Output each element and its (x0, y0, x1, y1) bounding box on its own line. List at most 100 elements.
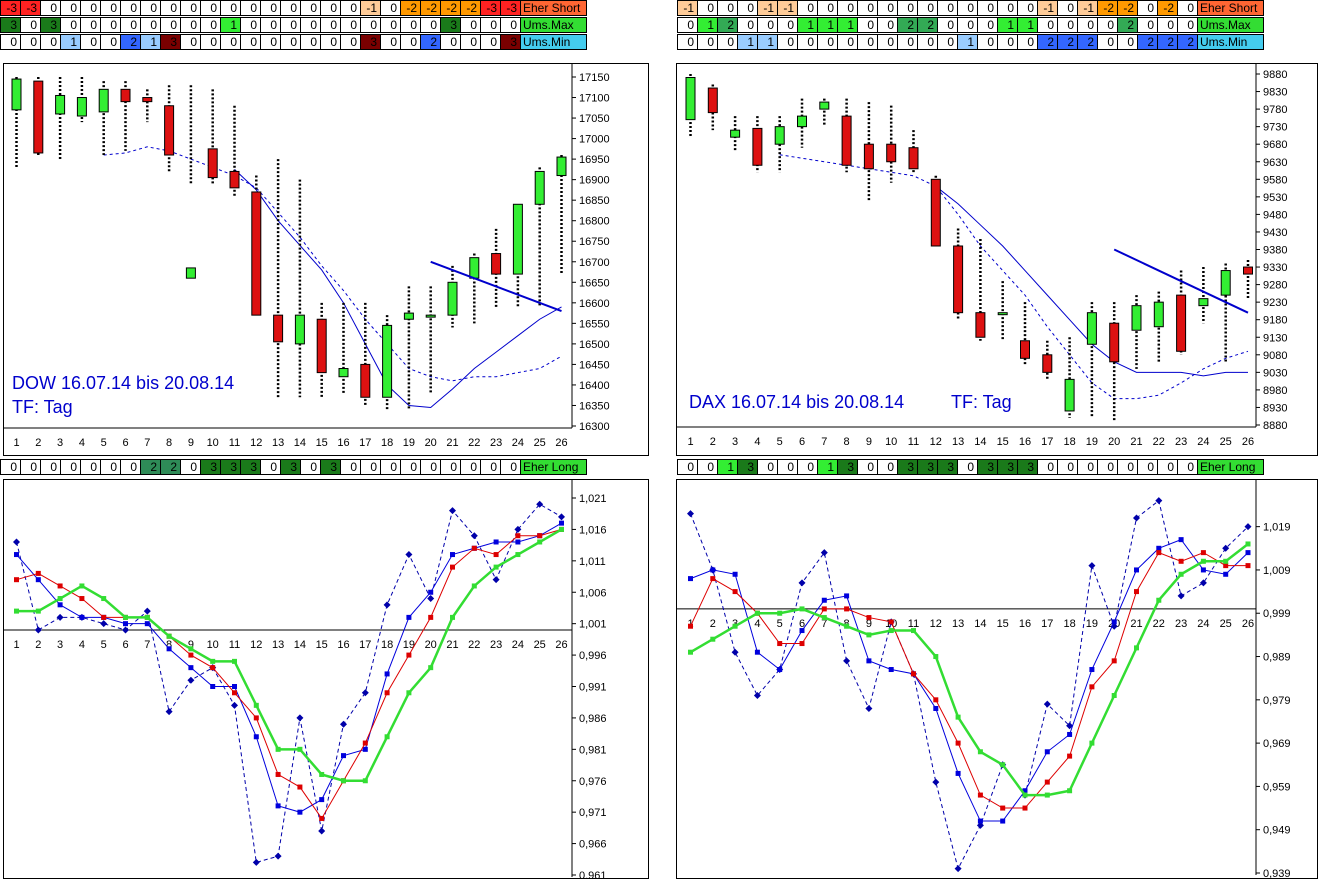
y-tick-label: 16650 (579, 277, 610, 289)
data-point (274, 852, 282, 860)
data-point (977, 792, 983, 798)
candle-body (863, 143, 874, 170)
x-tick-label: 8 (166, 437, 172, 449)
data-point (471, 545, 477, 551)
x-tick-label: 8 (166, 639, 172, 651)
grid-cell: 0 (857, 17, 878, 33)
y-tick-label: 9330 (1263, 262, 1287, 274)
data-point (56, 613, 64, 621)
grid-cell: 0 (1097, 34, 1118, 50)
data-point (753, 691, 761, 699)
grid-row-label: Eher Short (520, 0, 587, 16)
grid-cell: 0 (817, 34, 838, 50)
grid-cell: 0 (80, 17, 101, 33)
grid-cell: 0 (200, 17, 221, 33)
data-point (821, 615, 827, 621)
grid-cell: 0 (160, 0, 181, 16)
grid-cell: -2 (400, 0, 421, 16)
candle-body (360, 363, 371, 398)
y-tick-label: 0,939 (1263, 868, 1291, 878)
candle-body (382, 324, 393, 398)
data-point (911, 671, 916, 677)
grid-cell: 0 (757, 459, 778, 475)
grid-cell: 0 (697, 34, 718, 50)
grid-cell: 0 (717, 34, 738, 50)
data-point (1110, 622, 1118, 630)
data-point (318, 827, 326, 835)
y-tick-label: 1,009 (1263, 565, 1291, 577)
data-point (688, 649, 693, 655)
x-tick-label: 18 (1063, 618, 1075, 630)
grid-cell: 3 (320, 459, 341, 475)
dow-signal-grid-top: -3 -3 0 0 0 0 0 0 0 0 0 0 0 0 0 0 0 0 -1 0 -2 -2 -2 -2 -3 -3 Eher … (0, 0, 587, 51)
x-tick-label: 15 (316, 437, 328, 449)
y-tick-label: 0,966 (579, 839, 607, 851)
data-point (1067, 788, 1073, 794)
y-tick-label: 0,959 (1263, 781, 1291, 793)
y-tick-label: 9630 (1263, 157, 1287, 169)
x-tick-label: 13 (272, 639, 284, 651)
grid-cell: 0 (977, 0, 998, 16)
data-point (1223, 558, 1229, 564)
data-point (210, 658, 216, 664)
y-tick-label: 0,961 (579, 870, 607, 878)
grid-cell: 0 (100, 459, 121, 475)
grid-cell: 0 (220, 34, 241, 50)
grid-cell: 0 (897, 0, 918, 16)
data-point (471, 583, 477, 589)
data-point (232, 684, 237, 689)
grid-cell: 0 (200, 34, 221, 50)
candle-body (316, 318, 327, 374)
data-point (188, 665, 194, 671)
grid-cell: 0 (697, 459, 718, 475)
y-tick-label: 8980 (1263, 385, 1287, 397)
data-point (515, 533, 521, 539)
data-point (35, 570, 41, 576)
y-tick-label: 9180 (1263, 315, 1287, 327)
grid-cell: 0 (0, 459, 21, 475)
data-point (754, 649, 760, 655)
grid-row-label: Ums.Min (1197, 34, 1264, 50)
y-tick-label: 0,949 (1263, 825, 1291, 837)
grid-cell: 2 (140, 459, 161, 475)
x-tick-label: 2 (710, 618, 716, 630)
candle-body (229, 170, 240, 189)
series-line (690, 539, 1249, 822)
x-tick-label: 2 (35, 437, 41, 449)
grid-cell: 0 (937, 17, 958, 33)
data-point (210, 665, 216, 671)
grid-cell: 0 (1077, 459, 1098, 475)
grid-cell: 0 (340, 459, 361, 475)
data-point (79, 583, 85, 589)
data-point (232, 658, 237, 664)
x-tick-label: 2 (710, 436, 716, 448)
data-point (34, 626, 42, 634)
candle-body (819, 101, 830, 110)
x-tick-label: 19 (1086, 618, 1098, 630)
data-point (1043, 700, 1051, 708)
data-point (515, 539, 521, 545)
grid-cell: 1 (1017, 17, 1038, 33)
data-point (976, 821, 984, 829)
data-point (450, 552, 455, 558)
x-tick-label: 15 (997, 618, 1009, 630)
candle-body (164, 105, 175, 156)
grid-cell: 0 (460, 34, 481, 50)
data-point (297, 809, 303, 815)
x-tick-label: 23 (490, 437, 502, 449)
grid-cell: 3 (360, 34, 381, 50)
grid-cell: 0 (1097, 459, 1118, 475)
trend-line (430, 260, 562, 312)
y-tick-label: 1,016 (579, 524, 607, 536)
y-tick-label: 9130 (1263, 332, 1287, 344)
grid-cell: 0 (957, 0, 978, 16)
y-tick-label: 8880 (1263, 420, 1287, 432)
candle-body (491, 253, 502, 275)
data-point (710, 636, 716, 642)
grid-cell: -3 (0, 0, 21, 16)
x-tick-label: 9 (866, 436, 872, 448)
candle-body (997, 312, 1008, 316)
grid-cell: -2 (1157, 0, 1178, 16)
candle-body (1220, 270, 1231, 296)
grid-cell: 0 (500, 17, 521, 33)
